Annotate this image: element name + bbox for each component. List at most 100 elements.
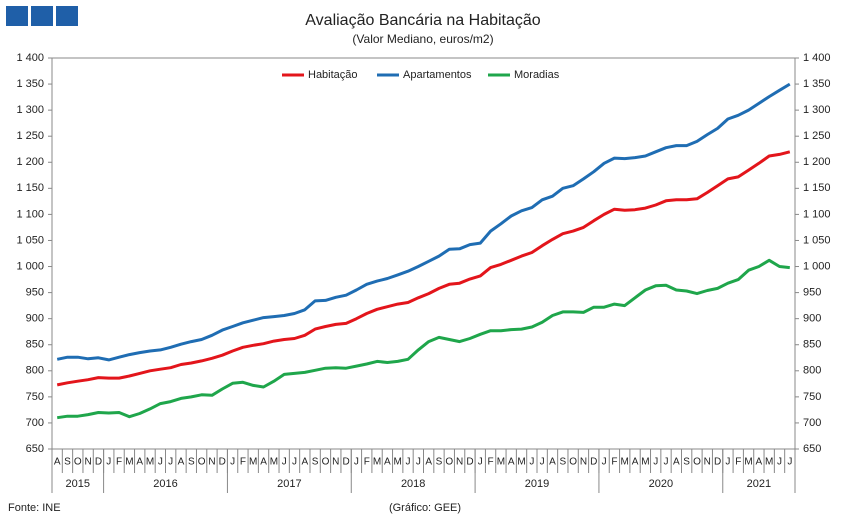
x-tick-label: O bbox=[569, 457, 577, 468]
x-tick-label: A bbox=[54, 457, 61, 468]
x-tick-label: A bbox=[632, 457, 639, 468]
y-tick-label: 650 bbox=[26, 443, 44, 455]
year-label: 2015 bbox=[66, 478, 90, 490]
legend-label: Moradias bbox=[514, 69, 560, 81]
x-tick-label: M bbox=[621, 457, 629, 468]
logo bbox=[6, 6, 28, 26]
x-tick-label: J bbox=[602, 457, 607, 468]
x-tick-label: J bbox=[653, 457, 658, 468]
x-tick-label: A bbox=[301, 457, 308, 468]
y-tick-label: 1 200 bbox=[16, 156, 44, 168]
y-tick-label: 750 bbox=[26, 391, 44, 403]
x-tick-label: O bbox=[198, 457, 206, 468]
x-tick-label: O bbox=[693, 457, 701, 468]
x-tick-label: J bbox=[529, 457, 534, 468]
year-label: 2018 bbox=[401, 478, 425, 490]
x-tick-label: S bbox=[559, 457, 566, 468]
y-tick-label: 700 bbox=[26, 417, 44, 429]
x-tick-label: J bbox=[406, 457, 411, 468]
year-label: 2021 bbox=[747, 478, 771, 490]
y2-tick-label: 1 250 bbox=[803, 130, 831, 142]
y-tick-label: 1 300 bbox=[16, 104, 44, 116]
x-tick-label: N bbox=[208, 457, 215, 468]
x-tick-label: N bbox=[704, 457, 711, 468]
x-tick-label: O bbox=[74, 457, 82, 468]
logo bbox=[31, 6, 53, 26]
x-tick-label: A bbox=[549, 457, 556, 468]
y2-tick-label: 1 100 bbox=[803, 208, 831, 220]
credit: (Gráfico: GEE) bbox=[389, 502, 461, 514]
x-tick-label: A bbox=[425, 457, 432, 468]
y-tick-label: 1 150 bbox=[16, 182, 44, 194]
x-tick-label: D bbox=[342, 457, 349, 468]
x-tick-label: F bbox=[488, 457, 494, 468]
y-tick-label: 1 250 bbox=[16, 130, 44, 142]
y2-tick-label: 800 bbox=[803, 365, 821, 377]
y-tick-label: 800 bbox=[26, 365, 44, 377]
x-tick-label: J bbox=[777, 457, 782, 468]
year-label: 2016 bbox=[153, 478, 177, 490]
x-tick-label: S bbox=[64, 457, 71, 468]
x-tick-label: N bbox=[580, 457, 587, 468]
x-tick-label: N bbox=[456, 457, 463, 468]
x-tick-label: M bbox=[146, 457, 154, 468]
x-tick-label: S bbox=[188, 457, 195, 468]
legend-label: Habitação bbox=[308, 69, 358, 81]
x-tick-label: A bbox=[178, 457, 185, 468]
x-tick-label: N bbox=[332, 457, 339, 468]
x-tick-label: M bbox=[270, 457, 278, 468]
x-tick-label: J bbox=[478, 457, 483, 468]
year-label: 2019 bbox=[525, 478, 549, 490]
x-tick-label: A bbox=[136, 457, 143, 468]
y-tick-label: 1 000 bbox=[16, 260, 44, 272]
source: Fonte: INE bbox=[8, 502, 61, 514]
x-tick-label: J bbox=[230, 457, 235, 468]
y2-tick-label: 1 300 bbox=[803, 104, 831, 116]
x-tick-label: J bbox=[787, 457, 792, 468]
x-tick-label: M bbox=[641, 457, 649, 468]
x-tick-label: J bbox=[292, 457, 297, 468]
x-tick-label: S bbox=[436, 457, 443, 468]
x-tick-label: A bbox=[384, 457, 391, 468]
x-tick-label: M bbox=[249, 457, 257, 468]
x-tick-label: O bbox=[322, 457, 330, 468]
y2-tick-label: 900 bbox=[803, 313, 821, 325]
series-line bbox=[56, 82, 791, 362]
x-tick-label: M bbox=[125, 457, 133, 468]
x-tick-label: M bbox=[497, 457, 505, 468]
y-tick-label: 1 350 bbox=[16, 78, 44, 90]
y2-tick-label: 700 bbox=[803, 417, 821, 429]
x-tick-label: M bbox=[517, 457, 525, 468]
x-tick-label: A bbox=[508, 457, 515, 468]
y2-tick-label: 1 050 bbox=[803, 234, 831, 246]
x-tick-label: A bbox=[673, 457, 680, 468]
x-tick-label: J bbox=[168, 457, 173, 468]
legend-label: Apartamentos bbox=[403, 69, 472, 81]
x-tick-label: N bbox=[85, 457, 92, 468]
x-tick-label: M bbox=[394, 457, 402, 468]
x-tick-label: J bbox=[158, 457, 163, 468]
year-label: 2017 bbox=[277, 478, 301, 490]
year-label: 2020 bbox=[649, 478, 673, 490]
x-tick-label: A bbox=[260, 457, 267, 468]
plot-area bbox=[51, 57, 796, 450]
x-tick-label: D bbox=[714, 457, 721, 468]
x-tick-label: F bbox=[611, 457, 617, 468]
y2-tick-label: 1 350 bbox=[803, 78, 831, 90]
x-tick-label: J bbox=[106, 457, 111, 468]
y2-tick-label: 1 000 bbox=[803, 260, 831, 272]
y2-tick-label: 1 150 bbox=[803, 182, 831, 194]
x-tick-label: D bbox=[95, 457, 102, 468]
y2-tick-label: 750 bbox=[803, 391, 821, 403]
x-tick-label: J bbox=[725, 457, 730, 468]
x-tick-label: J bbox=[664, 457, 669, 468]
y2-tick-label: 650 bbox=[803, 443, 821, 455]
y-tick-label: 900 bbox=[26, 313, 44, 325]
chart-title: Avaliação Bancária na Habitação bbox=[305, 12, 541, 29]
logo bbox=[56, 6, 78, 26]
x-tick-label: F bbox=[735, 457, 741, 468]
y-tick-label: 1 400 bbox=[16, 52, 44, 64]
x-tick-label: D bbox=[219, 457, 226, 468]
x-tick-label: A bbox=[756, 457, 763, 468]
